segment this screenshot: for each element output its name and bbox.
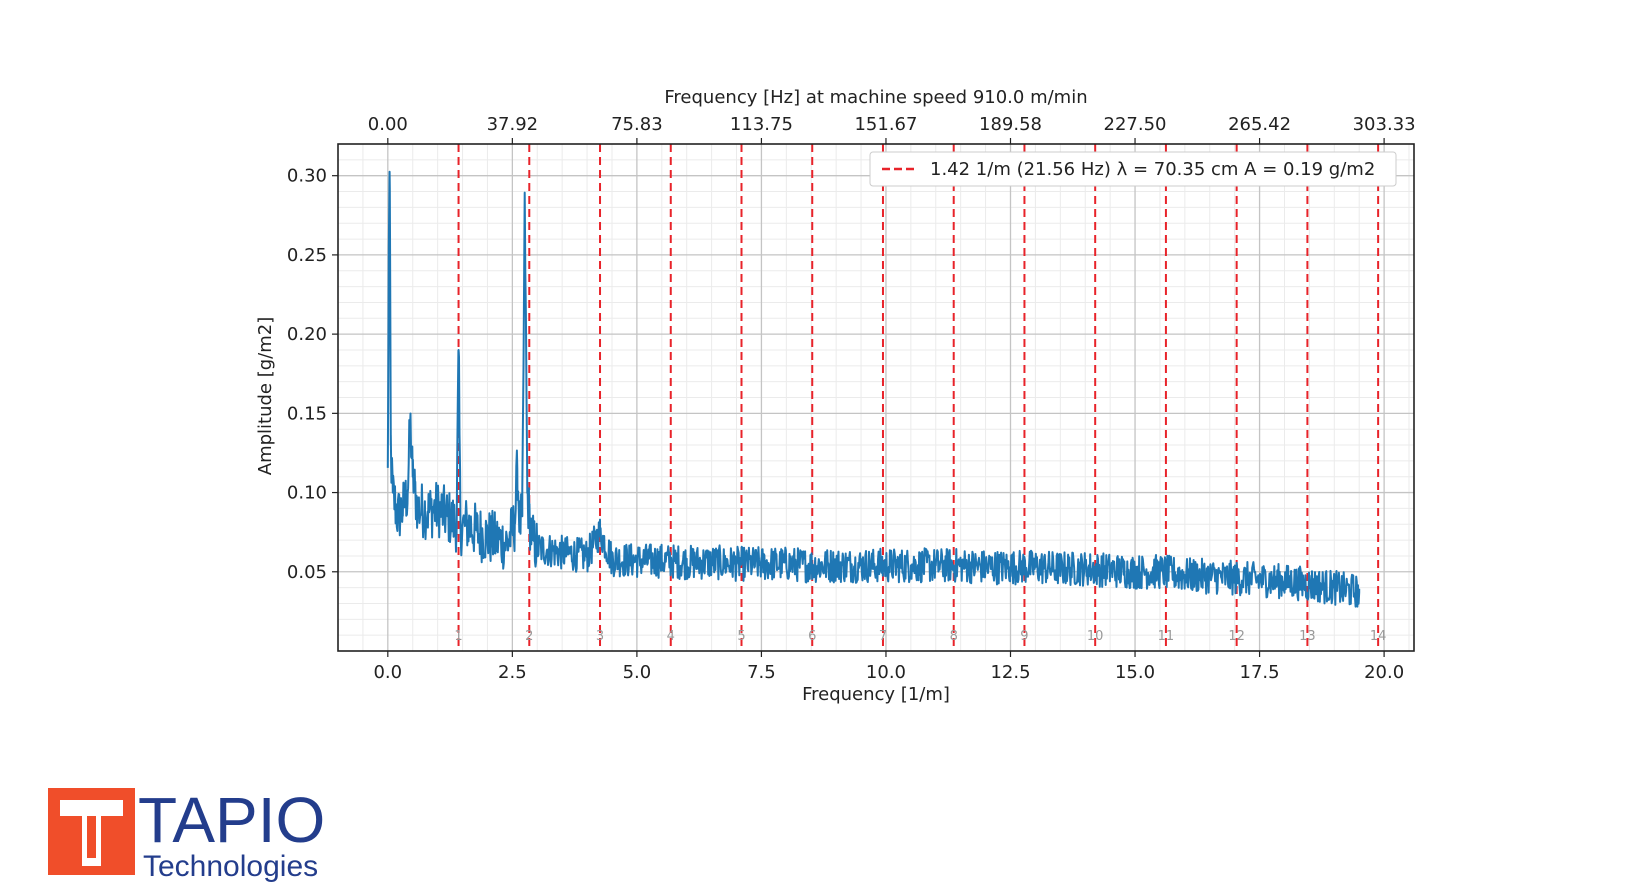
x-tick-label: 15.0 xyxy=(1115,662,1155,683)
harmonic-label: 6 xyxy=(808,629,816,644)
y-axis-title: Amplitude [g/m2] xyxy=(255,317,276,475)
harmonic-label: 5 xyxy=(737,629,745,644)
harmonic-label: 9 xyxy=(1020,629,1028,644)
spectrum-series-line xyxy=(386,170,1361,608)
harmonic-label: 10 xyxy=(1087,629,1104,644)
y-tick-label: 0.05 xyxy=(287,562,327,583)
top-tick-label: 113.75 xyxy=(730,114,793,135)
logo-tagline: Technologies xyxy=(143,850,318,883)
tick-layer: 0.00.002.537.925.075.837.5113.7510.0151.… xyxy=(287,114,1416,683)
harmonic-label: 2 xyxy=(525,629,533,644)
harmonic-label: 12 xyxy=(1228,629,1245,644)
y-tick-label: 0.10 xyxy=(287,483,327,504)
x-tick-label: 17.5 xyxy=(1240,662,1280,683)
y-tick-label: 0.20 xyxy=(287,324,327,345)
y-tick-label: 0.25 xyxy=(287,245,327,266)
x-tick-label: 10.0 xyxy=(866,662,906,683)
logo-mark-bar xyxy=(60,800,123,816)
top-tick-label: 227.50 xyxy=(1104,114,1167,135)
series-layer xyxy=(386,170,1361,608)
x-tick-label: 7.5 xyxy=(747,662,776,683)
legend-box xyxy=(869,151,1397,187)
x-tick-label: 5.0 xyxy=(623,662,652,683)
x-tick-label: 12.5 xyxy=(990,662,1030,683)
x-tick-label: 0.0 xyxy=(373,662,402,683)
x-tick-label: 2.5 xyxy=(498,662,527,683)
harmonic-label: 1 xyxy=(454,629,462,644)
y-tick-label: 0.30 xyxy=(287,166,327,187)
top-tick-label: 151.67 xyxy=(854,114,917,135)
top-tick-label: 189.58 xyxy=(979,114,1042,135)
top-tick-label: 0.00 xyxy=(368,114,408,135)
top-tick-label: 37.92 xyxy=(487,114,539,135)
harmonic-label: 7 xyxy=(879,629,887,644)
harmonic-label: 11 xyxy=(1158,629,1175,644)
x-tick-label: 20.0 xyxy=(1364,662,1404,683)
tapio-logo: TAPIO Technologies xyxy=(48,784,325,883)
top-tick-label: 75.83 xyxy=(611,114,663,135)
x-axis-title: Frequency [1/m] xyxy=(802,684,950,705)
legend: 1.42 1/m (21.56 Hz) λ = 70.35 cm A = 0.1… xyxy=(869,151,1397,187)
harmonic-label: 3 xyxy=(596,629,604,644)
harmonic-label: 4 xyxy=(667,629,675,644)
top-tick-label: 303.33 xyxy=(1353,114,1416,135)
harmonic-label: 13 xyxy=(1299,629,1316,644)
legend-label: 1.42 1/m (21.56 Hz) λ = 70.35 cm A = 0.1… xyxy=(930,159,1375,180)
harmonic-label: 8 xyxy=(950,629,958,644)
harmonic-label: 14 xyxy=(1370,629,1387,644)
logo-name: TAPIO xyxy=(138,784,325,856)
y-tick-label: 0.15 xyxy=(287,403,327,424)
top-x-axis-title: Frequency [Hz] at machine speed 910.0 m/… xyxy=(664,87,1087,108)
top-tick-label: 265.42 xyxy=(1228,114,1291,135)
plot-frame xyxy=(337,143,1415,652)
logo-mark-core xyxy=(87,816,96,858)
